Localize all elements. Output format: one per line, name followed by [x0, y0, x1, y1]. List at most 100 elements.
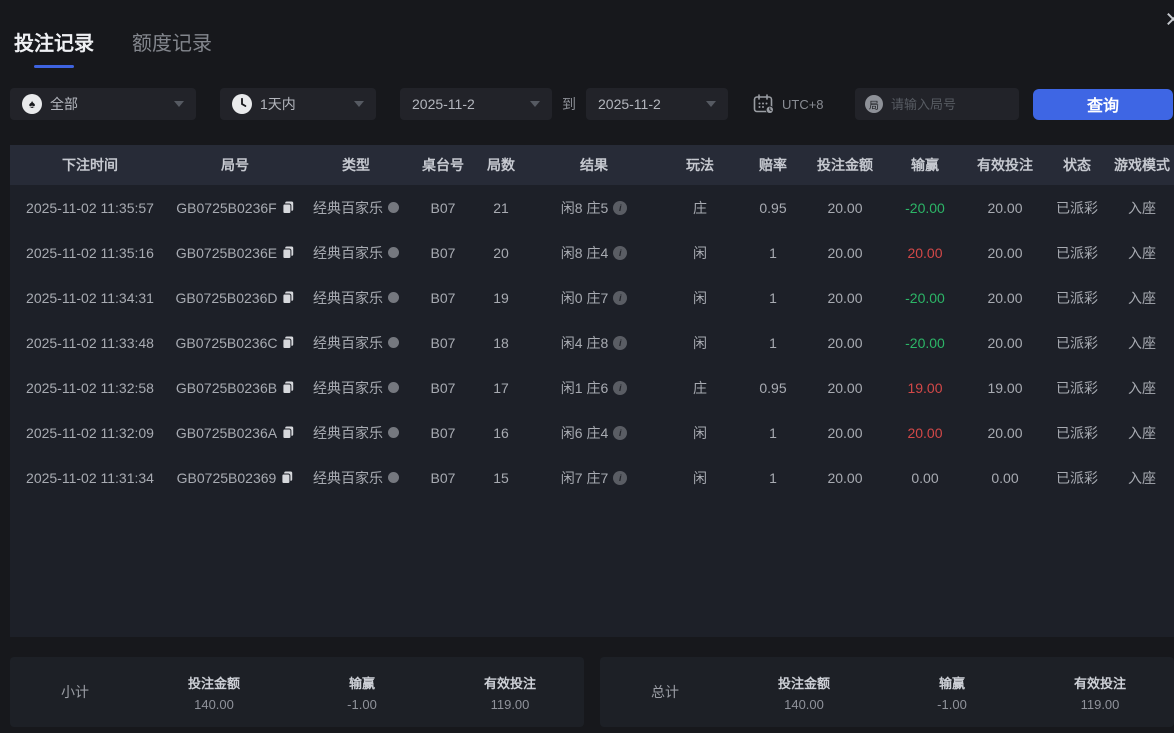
valid-bet-amount: 20.00: [987, 244, 1023, 261]
date-from-value: 2025-11-2: [412, 96, 475, 112]
table-header-cell: 输赢: [911, 157, 939, 173]
round-id-cell: GB0725B0236A: [170, 425, 300, 441]
round-id-cell: GB0725B0236E: [170, 245, 300, 261]
game-type-select[interactable]: ♠ 全部: [10, 88, 196, 120]
copy-icon[interactable]: [282, 381, 294, 394]
round-id-cell: GB0725B0236F: [170, 200, 300, 216]
tab-quota-records[interactable]: 额度记录: [132, 33, 212, 55]
table-header-cell: 投注金额: [817, 157, 873, 173]
game-type: 经典百家乐: [313, 289, 383, 306]
result-value: 闲6 庄4: [560, 424, 609, 441]
round-id-cell: GB0725B0236C: [170, 335, 300, 351]
summary-stat-label: 有效投注: [1073, 675, 1126, 691]
copy-icon[interactable]: [281, 471, 293, 484]
table-number: B07: [430, 199, 456, 216]
round-id-cell: GB0725B0236B: [170, 380, 300, 396]
summary-stat-value: 119.00: [1080, 696, 1120, 712]
result-cell: 闲0 庄7 i: [528, 288, 660, 308]
bet-amount: 20.00: [827, 244, 863, 261]
table-header-cell: 下注时间: [62, 157, 118, 173]
copy-icon[interactable]: [282, 246, 294, 259]
info-icon[interactable]: i: [613, 470, 628, 485]
copy-icon[interactable]: [282, 201, 294, 214]
summary-panel: 小计 投注金额 140.00 输赢 -1.00 有效投注 119.00: [10, 657, 584, 727]
win-loss-value: 20.00: [907, 424, 943, 441]
chevron-down-icon: [354, 101, 364, 107]
round-search-field[interactable]: 局: [855, 88, 1019, 120]
info-icon[interactable]: i: [613, 380, 628, 395]
game-type: 经典百家乐: [313, 199, 383, 216]
game-mode-value: 入座: [1128, 199, 1156, 216]
round-number: 19: [493, 289, 509, 306]
round-search-input[interactable]: [891, 96, 1009, 112]
odds-value: 0.95: [759, 379, 787, 396]
status-value: 已派彩: [1056, 289, 1098, 306]
info-icon[interactable]: i: [613, 200, 628, 215]
summary-items: 投注金额 140.00 输赢 -1.00 有效投注 119.00: [730, 673, 1174, 712]
win-loss-value: -20.00: [905, 199, 945, 216]
status-value: 已派彩: [1056, 469, 1098, 486]
timezone-value: UTC+8: [782, 96, 824, 112]
table-header-cell: 局数: [487, 157, 515, 173]
info-icon[interactable]: i: [613, 290, 628, 305]
summary-stat: 投注金额 140.00: [140, 673, 288, 712]
info-icon[interactable]: i: [613, 425, 628, 440]
status-value: 已派彩: [1056, 334, 1098, 351]
chevron-down-icon: [174, 101, 184, 107]
table-header-cell: 玩法: [686, 157, 714, 173]
tab-bet-records[interactable]: 投注记录: [14, 27, 94, 68]
type-dot-icon: [388, 247, 399, 258]
type-dot-icon: [388, 202, 399, 213]
game-type-cell: 经典百家乐: [300, 333, 412, 353]
valid-bet-amount: 20.00: [987, 424, 1023, 441]
tab-bar: 投注记录 额度记录: [14, 27, 212, 68]
game-mode-value: 入座: [1128, 244, 1156, 261]
round-id: GB0725B0236E: [175, 244, 278, 261]
table-row: 2025-11-02 11:35:57 GB0725B0236F 经典百家乐 B…: [10, 185, 1174, 230]
bet-amount: 20.00: [827, 469, 863, 486]
game-type: 经典百家乐: [313, 469, 383, 486]
result-cell: 闲8 庄4 i: [528, 243, 660, 263]
info-icon[interactable]: i: [613, 335, 628, 350]
bet-time: 2025-11-02 11:35:57: [26, 199, 154, 216]
copy-icon[interactable]: [282, 291, 294, 304]
table-number: B07: [430, 469, 456, 486]
round-id: GB0725B0236D: [175, 289, 278, 306]
close-icon[interactable]: ×: [1165, 4, 1174, 34]
time-range-select[interactable]: 1天内: [220, 88, 376, 120]
round-number: 21: [493, 199, 509, 216]
valid-bet-amount: 0.00: [991, 469, 1019, 486]
odds-value: 1: [769, 424, 777, 441]
valid-bet-amount: 20.00: [987, 289, 1023, 306]
summary-stat: 投注金额 140.00: [730, 673, 878, 712]
summary-stat-value: 140.00: [784, 696, 824, 712]
date-to-select[interactable]: 2025-11-2: [586, 88, 728, 120]
date-from-select[interactable]: 2025-11-2: [400, 88, 552, 120]
game-mode-value: 入座: [1128, 424, 1156, 441]
summary-stat-label: 投注金额: [777, 675, 830, 691]
summary-stat: 有效投注 119.00: [436, 673, 584, 712]
copy-icon[interactable]: [282, 426, 294, 439]
round-number: 18: [493, 334, 509, 351]
odds-value: 0.95: [759, 199, 787, 216]
round-number: 17: [493, 379, 509, 396]
table-header-cell: 有效投注: [977, 157, 1033, 173]
play-type: 庄: [693, 199, 707, 216]
bet-amount: 20.00: [827, 199, 863, 216]
result-cell: 闲8 庄5 i: [528, 198, 660, 218]
type-dot-icon: [388, 427, 399, 438]
result-cell: 闲1 庄6 i: [528, 378, 660, 398]
type-dot-icon: [388, 337, 399, 348]
copy-icon[interactable]: [282, 336, 294, 349]
filter-bar: ♠ 全部 1天内 2025-11-2 到 2025-11-2: [10, 88, 1173, 120]
round-id: GB0725B02369: [176, 469, 277, 486]
table-header-cell: 类型: [342, 157, 370, 173]
date-range-to-label: 到: [562, 96, 576, 112]
query-button[interactable]: 查询: [1033, 88, 1173, 120]
result-value: 闲7 庄7: [560, 469, 609, 486]
result-cell: 闲7 庄7 i: [528, 468, 660, 488]
info-icon[interactable]: i: [613, 245, 628, 260]
summary-panels: 小计 投注金额 140.00 输赢 -1.00 有效投注 119.00 总计 投…: [10, 657, 1174, 727]
bet-amount: 20.00: [827, 334, 863, 351]
bet-records-table: 下注时间 局号 类型 桌台号 局数 结果 玩法 赔率 投注金额 输赢 有效投注 状态 游戏模式 2025…: [10, 145, 1174, 637]
